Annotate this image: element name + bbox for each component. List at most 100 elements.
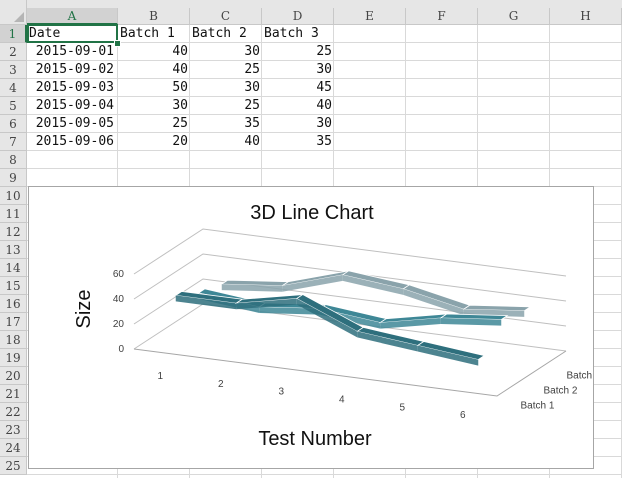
row-header-24[interactable]: 24 xyxy=(0,439,27,457)
header-cell[interactable]: Batch 2 xyxy=(192,26,247,41)
row-header-17[interactable]: 17 xyxy=(0,313,27,331)
row-header-18[interactable]: 18 xyxy=(0,331,27,349)
series-segment-batch-2 xyxy=(439,313,509,320)
row-header-22[interactable]: 22 xyxy=(0,403,27,421)
row-header-21[interactable]: 21 xyxy=(0,385,27,403)
x-tick-label: 1 xyxy=(157,371,163,382)
y-tick-label: 40 xyxy=(113,294,125,305)
chart-canvas: 0 20 40 60 1 2 3 4 5 6 Batch 1 Batch 2 Batch 3 3D Lin… xyxy=(73,202,596,450)
data-cell[interactable]: 30 xyxy=(244,44,260,59)
header-cell[interactable]: Date xyxy=(29,26,61,41)
gridline-horizontal xyxy=(27,60,622,61)
gridline-horizontal xyxy=(27,132,622,133)
active-cell-border xyxy=(27,24,118,43)
y-tick-label: 20 xyxy=(113,319,125,330)
data-cell[interactable]: 40 xyxy=(172,62,188,77)
row-header-1[interactable]: 1 xyxy=(0,25,27,43)
row-header-9[interactable]: 9 xyxy=(0,169,27,187)
data-cell[interactable]: 2015-09-06 xyxy=(35,134,114,149)
data-cell[interactable]: 2015-09-04 xyxy=(35,98,114,113)
chart-floor-edge xyxy=(133,348,567,397)
data-cell[interactable]: 40 xyxy=(172,44,188,59)
row-header-11[interactable]: 11 xyxy=(0,205,27,223)
row-header-19[interactable]: 19 xyxy=(0,349,27,367)
data-cell[interactable]: 20 xyxy=(172,134,188,149)
row-header-23[interactable]: 23 xyxy=(0,421,27,439)
data-cell[interactable]: 50 xyxy=(172,80,188,95)
column-header-c[interactable]: C xyxy=(190,8,262,25)
data-cell[interactable]: 25 xyxy=(316,44,332,59)
header-cell[interactable]: Batch 1 xyxy=(120,26,175,41)
x-tick-label: 4 xyxy=(339,394,345,405)
data-cell[interactable]: 45 xyxy=(316,80,332,95)
select-all-icon xyxy=(14,12,24,22)
row-header-16[interactable]: 16 xyxy=(0,295,27,313)
row-header-20[interactable]: 20 xyxy=(0,367,27,385)
series-side-batch-3 xyxy=(221,284,283,292)
row-header-10[interactable]: 10 xyxy=(0,187,27,205)
row-header-6[interactable]: 6 xyxy=(0,115,27,133)
x-tick-label: 5 xyxy=(399,402,405,413)
row-header-15[interactable]: 15 xyxy=(0,277,27,295)
series-side-batch-1 xyxy=(175,295,237,310)
data-cell[interactable]: 30 xyxy=(316,62,332,77)
y-tick-label: 60 xyxy=(113,269,125,280)
series-segment-batch-3 xyxy=(462,304,532,312)
y-axis-title: Size xyxy=(73,290,95,329)
series-label: Batch 2 xyxy=(544,386,578,397)
series-side-batch-1 xyxy=(357,331,418,352)
gridline-horizontal xyxy=(27,150,622,151)
x-tick-label: 6 xyxy=(460,410,466,421)
data-cell[interactable]: 2015-09-02 xyxy=(35,62,114,77)
series-side-batch-3 xyxy=(403,288,464,316)
row-header-25[interactable]: 25 xyxy=(0,457,27,475)
gridline-horizontal xyxy=(27,42,622,43)
column-header-g[interactable]: G xyxy=(478,8,550,25)
gridline-horizontal xyxy=(27,78,622,79)
column-header-bar xyxy=(27,0,622,8)
data-cell[interactable]: 35 xyxy=(316,134,332,149)
series-side-batch-2 xyxy=(380,318,441,329)
column-header-h[interactable]: H xyxy=(550,8,622,25)
x-tick-label: 2 xyxy=(218,379,224,390)
series-side-batch-2 xyxy=(259,307,320,315)
row-header-5[interactable]: 5 xyxy=(0,97,27,115)
row-header-2[interactable]: 2 xyxy=(0,43,27,61)
row-header-12[interactable]: 12 xyxy=(0,223,27,241)
series-label: Batch 1 xyxy=(521,401,555,412)
data-cell[interactable]: 40 xyxy=(316,98,332,113)
column-header-b[interactable]: B xyxy=(118,8,190,25)
data-cell[interactable]: 2015-09-05 xyxy=(35,116,114,131)
select-all-button[interactable] xyxy=(0,0,27,25)
series-label: Batch 3 xyxy=(567,371,596,382)
data-cell[interactable]: 25 xyxy=(172,116,188,131)
series-side-batch-1 xyxy=(417,345,479,366)
data-cell[interactable]: 35 xyxy=(244,116,260,131)
data-cell[interactable]: 2015-09-01 xyxy=(35,44,114,59)
row-header-4[interactable]: 4 xyxy=(0,79,27,97)
row-header-7[interactable]: 7 xyxy=(0,133,27,151)
column-header-a[interactable]: A xyxy=(27,8,118,25)
y-tick-label: 0 xyxy=(118,344,124,355)
column-header-e[interactable]: E xyxy=(334,8,406,25)
column-header-f[interactable]: F xyxy=(406,8,478,25)
data-cell[interactable]: 30 xyxy=(316,116,332,131)
data-cell[interactable]: 25 xyxy=(244,62,260,77)
column-header-d[interactable]: D xyxy=(262,8,334,25)
data-cell[interactable]: 25 xyxy=(244,98,260,113)
row-header-13[interactable]: 13 xyxy=(0,241,27,259)
gridline-horizontal xyxy=(27,96,622,97)
data-cell[interactable]: 30 xyxy=(244,80,260,95)
data-cell[interactable]: 2015-09-03 xyxy=(35,80,114,95)
data-cell[interactable]: 30 xyxy=(172,98,188,113)
header-cell[interactable]: Batch 3 xyxy=(264,26,319,41)
series-side-batch-1 xyxy=(236,298,297,310)
data-cell[interactable]: 40 xyxy=(244,134,260,149)
fill-handle[interactable] xyxy=(114,40,121,47)
row-header-14[interactable]: 14 xyxy=(0,259,27,277)
row-header-3[interactable]: 3 xyxy=(0,61,27,79)
row-header-8[interactable]: 8 xyxy=(0,151,27,169)
line-chart[interactable]: 0 20 40 60 1 2 3 4 5 6 Batch 1 Batch 2 Batch 3 3D Lin… xyxy=(28,186,596,469)
chart-gridline xyxy=(133,253,567,302)
